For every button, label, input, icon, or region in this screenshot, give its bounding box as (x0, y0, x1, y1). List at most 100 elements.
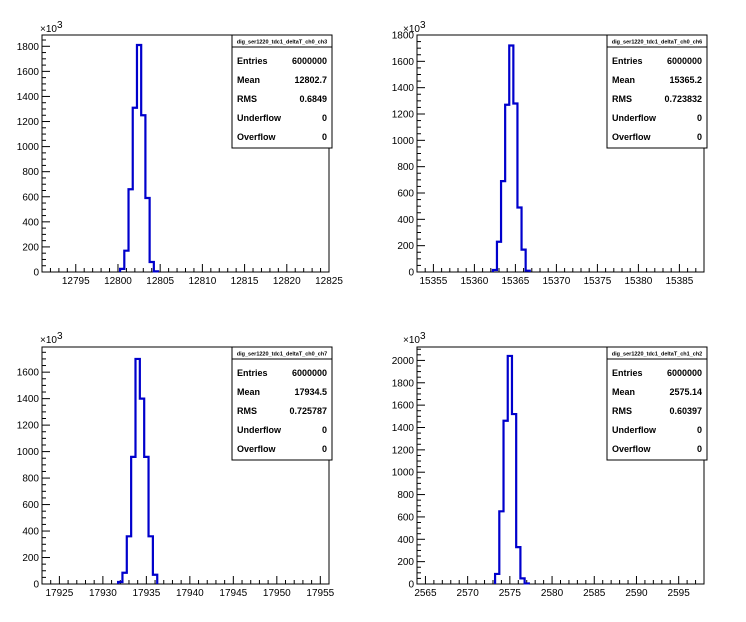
y-tick-label: 200 (397, 241, 414, 252)
y-tick-label: 200 (22, 242, 39, 253)
stats-label-mean: Mean (612, 75, 635, 85)
y-tick-label: 800 (22, 474, 39, 485)
stats-value-rms: 0.6849 (299, 94, 327, 104)
stats-value-entries: 6000000 (667, 56, 702, 66)
stats-value-entries: 6000000 (292, 368, 327, 378)
x-tick-label: 15385 (665, 276, 693, 287)
y-tick-label: 1600 (392, 401, 415, 412)
stats-box (606, 346, 708, 461)
x-tick-label: 2575 (499, 588, 522, 599)
histogram-outline (491, 44, 531, 272)
stats-label-overflow: Overflow (237, 444, 277, 454)
stats-value-rms: 0.725787 (289, 406, 327, 416)
y-tick-label: 400 (397, 215, 414, 226)
y-tick-label: 400 (22, 527, 39, 538)
x-tick-label: 12825 (315, 276, 343, 287)
stats-label-rms: RMS (612, 94, 632, 104)
y-tick-label: 800 (22, 167, 39, 178)
x-tick-label: 2585 (583, 588, 606, 599)
x-tick-label: 15365 (501, 276, 529, 287)
y-tick-label: 600 (22, 192, 39, 203)
stats-label-underflow: Underflow (612, 113, 657, 123)
x-tick-label: 2595 (668, 588, 691, 599)
stats-value-mean: 12802.7 (294, 75, 327, 85)
y-tick-label: 800 (397, 490, 414, 501)
y-tick-label: 1000 (17, 142, 40, 153)
x-tick-label: 17925 (45, 588, 73, 599)
y-tick-label: 1400 (17, 394, 40, 405)
stats-label-mean: Mean (237, 387, 260, 397)
x-tick-label: 15380 (624, 276, 652, 287)
y-tick-label: 600 (397, 189, 414, 200)
histogram-panel-4: 2565 2570 2575 2580 2585 2590 2595 0 200 400 600 80… (392, 331, 708, 599)
stats-value-overflow: 0 (322, 132, 327, 142)
stats-label-entries: Entries (237, 368, 268, 378)
plot-frame (41, 346, 330, 585)
y-tick-label: 0 (33, 580, 39, 591)
x-tick-label: 17930 (89, 588, 117, 599)
stats-title: dig_ser1220_tdc1_deltaT_ch1_ch2 (612, 352, 703, 358)
stats-box (231, 346, 333, 461)
stats-label-rms: RMS (237, 406, 257, 416)
stats-value-underflow: 0 (697, 425, 702, 435)
x-tick-label: 12810 (188, 276, 216, 287)
stats-label-entries: Entries (237, 56, 268, 66)
y-tick-label: 1400 (17, 92, 40, 103)
stats-value-underflow: 0 (322, 425, 327, 435)
stats-label-entries: Entries (612, 56, 643, 66)
histogram-panel-3: 17925 17930 17935 17940 17945 17950 17955 0 200 4… (17, 331, 335, 599)
y-tick-label: 1000 (392, 468, 415, 479)
stats-label-underflow: Underflow (612, 425, 657, 435)
y-tick-label: 600 (22, 500, 39, 511)
stats-value-underflow: 0 (322, 113, 327, 123)
x-tick-label: 12795 (62, 276, 90, 287)
histogram-panel-1: 12795 12800 12805 12810 12815 12820 12825 0 200 4… (17, 20, 344, 287)
x-tick-label: 17935 (132, 588, 160, 599)
y-tick-label: 1400 (392, 423, 415, 434)
y-multiplier-label: ×10 (403, 24, 420, 35)
x-tick-label: 2570 (457, 588, 480, 599)
x-tick-label: 12815 (231, 276, 259, 287)
stats-title: dig_ser1220_tdc1_deltaT_ch0_ch6 (612, 40, 703, 46)
y-tick-label: 1200 (17, 421, 40, 432)
y-tick-label: 1600 (17, 67, 40, 78)
x-tick-label: 15370 (542, 276, 570, 287)
y-tick-label: 1800 (392, 378, 415, 389)
y-tick-label: 1800 (392, 31, 415, 42)
x-tick-label: 15375 (583, 276, 611, 287)
x-tick-label: 2590 (625, 588, 648, 599)
stats-value-mean: 15365.2 (669, 75, 702, 85)
stats-value-overflow: 0 (697, 444, 702, 454)
stats-label-overflow: Overflow (612, 444, 652, 454)
y-tick-label: 800 (397, 162, 414, 173)
stats-value-mean: 17934.5 (294, 387, 327, 397)
y-tick-label: 400 (397, 535, 414, 546)
stats-title: dig_ser1220_tdc1_deltaT_ch0_ch3 (237, 40, 328, 46)
y-tick-label: 1000 (392, 136, 415, 147)
x-tick-label: 15360 (460, 276, 488, 287)
stats-value-entries: 6000000 (292, 56, 327, 66)
x-tick-label: 15355 (419, 276, 447, 287)
stats-label-mean: Mean (237, 75, 260, 85)
stats-label-rms: RMS (612, 406, 632, 416)
x-tick-label: 17950 (263, 588, 291, 599)
y-tick-label: 200 (397, 557, 414, 568)
histogram-outline (118, 43, 160, 273)
y-tick-label: 1400 (392, 83, 415, 94)
x-tick-label: 17955 (306, 588, 334, 599)
y-tick-label: 1200 (392, 445, 415, 456)
y-exponent-label: 3 (57, 20, 63, 31)
x-tick-label: 12820 (273, 276, 301, 287)
stats-value-underflow: 0 (697, 113, 702, 123)
y-tick-label: 1000 (17, 447, 40, 458)
stats-title: dig_ser1220_tdc1_deltaT_ch0_ch7 (237, 352, 328, 358)
histogram-panel-2: 15355 15360 15365 15370 15375 15380 15385 0 200 4… (392, 20, 708, 287)
stats-label-entries: Entries (612, 368, 643, 378)
histogram-outline (493, 354, 530, 585)
y-tick-label: 200 (22, 553, 39, 564)
stats-label-underflow: Underflow (237, 425, 282, 435)
x-tick-label: 12800 (104, 276, 132, 287)
stats-value-overflow: 0 (322, 444, 327, 454)
x-tick-label: 2565 (414, 588, 437, 599)
